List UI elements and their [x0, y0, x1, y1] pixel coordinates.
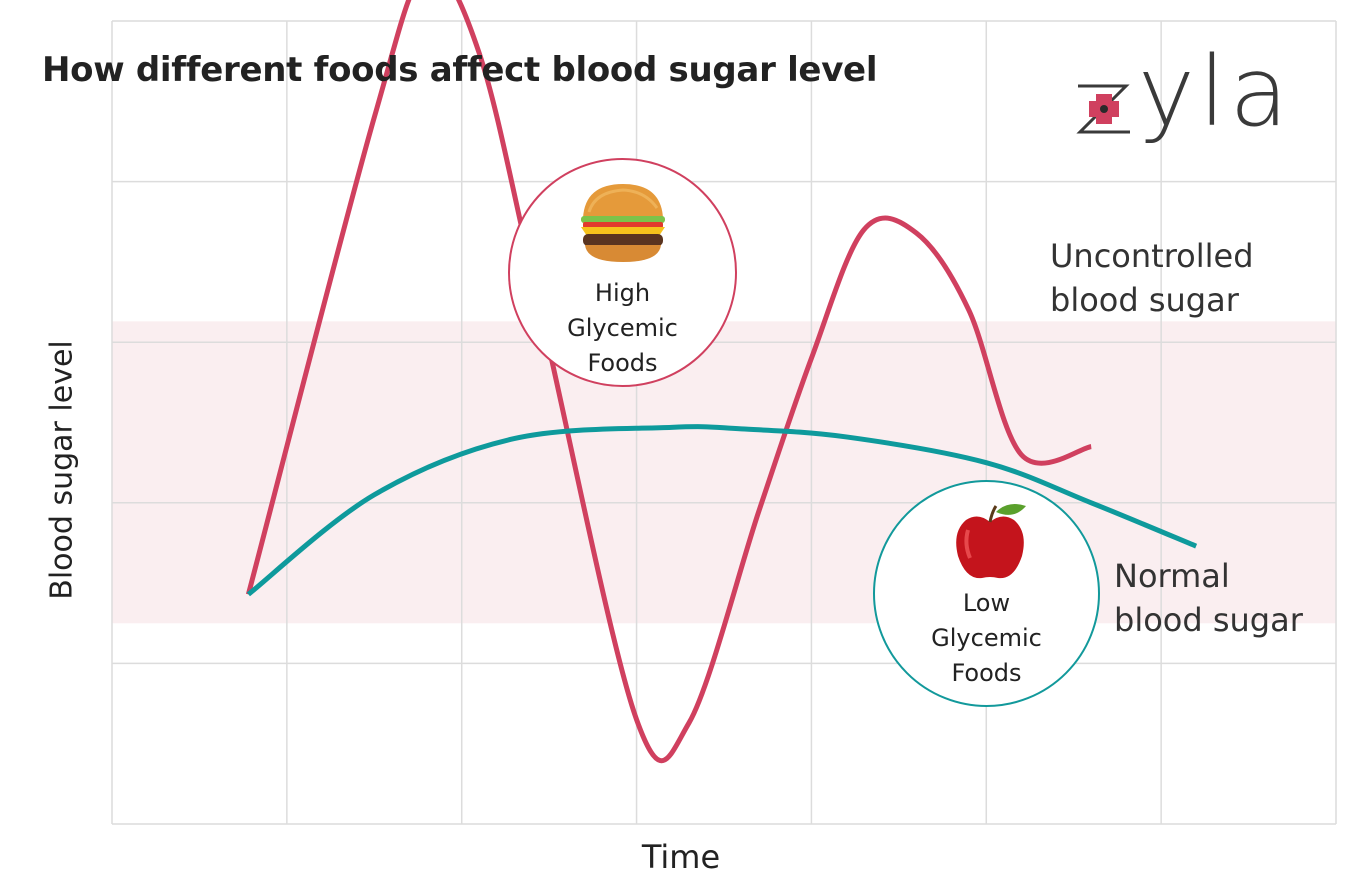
uncontrolled-label-line2: blood sugar	[1050, 281, 1239, 319]
high-badge-line3: Foods	[587, 349, 658, 377]
uncontrolled-label-line1: Uncontrolled	[1050, 237, 1254, 275]
normal-blood-sugar-line	[246, 424, 1198, 597]
normal-label: Normal blood sugar	[1114, 554, 1303, 642]
y-axis-label: Blood sugar level	[44, 340, 80, 600]
high-badge-line1: High	[594, 279, 651, 307]
low-badge-line1: Low	[962, 589, 1011, 617]
uncontrolled-blood-sugar-line	[245, 0, 1092, 764]
apple-icon	[956, 504, 1026, 579]
normal-label-line1: Normal	[1114, 557, 1230, 595]
normal-label-line2: blood sugar	[1114, 601, 1303, 639]
x-axis-label: Time	[641, 838, 721, 876]
zyla-logo: yla	[1068, 36, 1308, 180]
low-glycemic-badge: Low Glycemic Foods	[873, 480, 1100, 707]
normal-range-band	[112, 321, 1336, 624]
high-badge-line2: Glycemic	[567, 314, 678, 342]
low-badge-line2: Glycemic	[931, 624, 1042, 652]
red-cross-z-icon	[1076, 84, 1130, 134]
brand-name: yla	[1138, 36, 1293, 148]
high-glycemic-badge: High Glycemic Foods	[508, 158, 737, 387]
uncontrolled-label: Uncontrolled blood sugar	[1050, 234, 1254, 322]
chart-title: How different foods affect blood sugar l…	[42, 50, 878, 90]
burger-icon	[581, 184, 665, 262]
low-badge-line3: Foods	[951, 659, 1022, 687]
